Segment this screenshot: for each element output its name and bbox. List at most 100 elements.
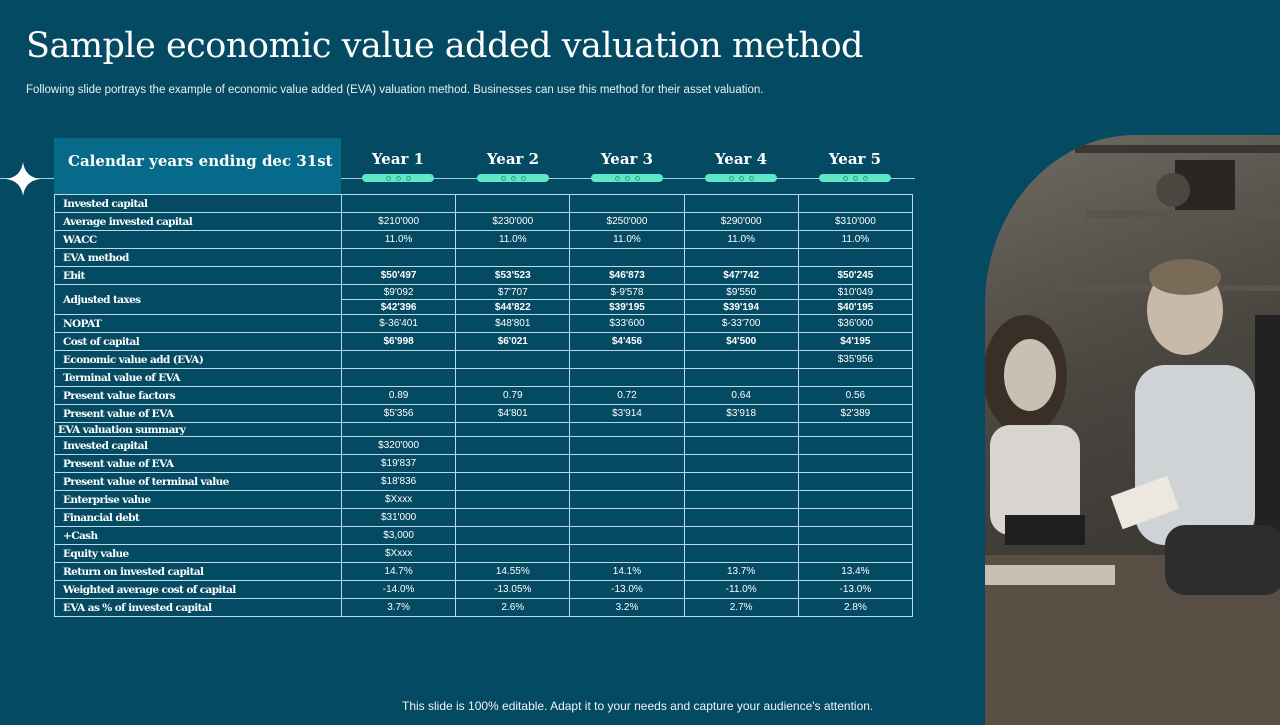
cell-year-1: $18'836 bbox=[340, 472, 457, 491]
cell-year-3 bbox=[569, 194, 685, 213]
cell-year-4: $39'194 bbox=[683, 299, 799, 315]
cell-year-2: $48'801 bbox=[455, 314, 571, 333]
row-label: Equity value bbox=[54, 544, 342, 563]
cell-year-4: $9'550 bbox=[683, 284, 799, 300]
cell-year-3 bbox=[569, 526, 685, 545]
cell-year-2 bbox=[455, 526, 571, 545]
cell-year-1: $-36'401 bbox=[340, 314, 457, 333]
cell-year-1 bbox=[340, 194, 457, 213]
table-row: Average invested capital $210'000 $230'000… bbox=[54, 212, 914, 231]
year-header-2: Year 2 bbox=[486, 150, 540, 168]
cell-year-2: $230'000 bbox=[455, 212, 571, 231]
cell-year-4 bbox=[683, 194, 799, 213]
cell-year-2: $6'021 bbox=[455, 332, 571, 351]
year-pill-3 bbox=[591, 174, 663, 182]
row-label: Present value of terminal value bbox=[54, 472, 342, 491]
cell-year-2 bbox=[455, 436, 571, 455]
cell-year-2 bbox=[455, 248, 571, 267]
table-row: Present value of terminal value $18'836 bbox=[54, 472, 914, 491]
cell-year-3: 3.2% bbox=[569, 598, 685, 617]
row-label: Present value of EVA bbox=[54, 404, 342, 423]
row-label: WACC bbox=[54, 230, 342, 249]
year-pill-1 bbox=[362, 174, 434, 182]
cell-year-2: $4'801 bbox=[455, 404, 571, 423]
row-label: Ebit bbox=[54, 266, 342, 285]
row-label: NOPAT bbox=[54, 314, 342, 333]
cell-year-1: $320'000 bbox=[340, 436, 457, 455]
cell-year-5: 0.56 bbox=[797, 386, 914, 405]
year-header-3: Year 3 bbox=[600, 150, 654, 168]
cell-year-4 bbox=[683, 368, 799, 387]
header-label-box bbox=[54, 138, 341, 194]
header-divider bbox=[0, 178, 915, 179]
cell-year-5: $36'000 bbox=[797, 314, 914, 333]
cell-year-1: $210'000 bbox=[340, 212, 457, 231]
cell-year-4 bbox=[683, 472, 799, 491]
cell-year-5 bbox=[797, 436, 914, 455]
row-label: Return on invested capital bbox=[54, 562, 342, 581]
cell-year-5 bbox=[797, 422, 914, 437]
cell-year-1 bbox=[340, 350, 457, 369]
table-row: Cost of capital $6'998 $6'021 $4'456 $4'500 $… bbox=[54, 332, 914, 351]
cell-year-3: -13.0% bbox=[569, 580, 685, 599]
cell-year-1: $42'396 bbox=[340, 299, 457, 315]
row-label: +Cash bbox=[54, 526, 342, 545]
page-title: Sample economic value added valuation me… bbox=[26, 26, 863, 66]
cell-year-2 bbox=[455, 368, 571, 387]
cell-year-1: -14.0% bbox=[340, 580, 457, 599]
cell-year-3 bbox=[569, 422, 685, 437]
cell-year-4 bbox=[683, 490, 799, 509]
cell-year-4 bbox=[683, 436, 799, 455]
cell-year-3: 11.0% bbox=[569, 230, 685, 249]
row-label: Terminal value of EVA bbox=[54, 368, 342, 387]
year-header-4: Year 4 bbox=[714, 150, 768, 168]
cell-year-3 bbox=[569, 508, 685, 527]
page-subtitle: Following slide portrays the example of … bbox=[26, 84, 764, 96]
cell-year-3 bbox=[569, 490, 685, 509]
cell-year-1: $19'837 bbox=[340, 454, 457, 473]
year-pill-5 bbox=[819, 174, 891, 182]
row-label: Economic value add (EVA) bbox=[54, 350, 342, 369]
cell-year-1: 0.89 bbox=[340, 386, 457, 405]
cell-year-1: 3.7% bbox=[340, 598, 457, 617]
cell-year-3 bbox=[569, 350, 685, 369]
cell-year-4 bbox=[683, 526, 799, 545]
cell-year-3: $46'873 bbox=[569, 266, 685, 285]
cell-year-2: -13.05% bbox=[455, 580, 571, 599]
team-photo bbox=[985, 135, 1280, 725]
cell-year-2: $7'707 bbox=[455, 284, 571, 300]
cell-year-5: $40'195 bbox=[797, 299, 914, 315]
cell-year-1: $9'092 bbox=[340, 284, 457, 300]
cell-year-4 bbox=[683, 350, 799, 369]
cell-year-1: 11.0% bbox=[340, 230, 457, 249]
cell-year-3: $33'600 bbox=[569, 314, 685, 333]
cell-year-4: 0.64 bbox=[683, 386, 799, 405]
table-row: Adjusted taxes $9'092 $7'707 $-9'578 $9'550 $… bbox=[54, 284, 914, 315]
row-label: EVA as % of invested capital bbox=[54, 598, 342, 617]
cell-year-3 bbox=[569, 248, 685, 267]
cell-year-5 bbox=[797, 248, 914, 267]
cell-year-3: $250'000 bbox=[569, 212, 685, 231]
cell-year-5 bbox=[797, 194, 914, 213]
cell-year-5: 13.4% bbox=[797, 562, 914, 581]
cell-year-2: $53'523 bbox=[455, 266, 571, 285]
cell-year-4: -11.0% bbox=[683, 580, 799, 599]
row-label: Present value factors bbox=[54, 386, 342, 405]
cell-year-3: $-9'578 bbox=[569, 284, 685, 300]
cell-year-5: 2.8% bbox=[797, 598, 914, 617]
table-row: NOPAT $-36'401 $48'801 $33'600 $-33'700 $36'0… bbox=[54, 314, 914, 333]
table-row: Enterprise value $Xxxx bbox=[54, 490, 914, 509]
table-row: +Cash $3,000 bbox=[54, 526, 914, 545]
cell-year-1: $Xxxx bbox=[340, 544, 457, 563]
table-row: EVA as % of invested capital 3.7% 2.6% 3.2%… bbox=[54, 598, 914, 617]
cell-year-1: $5'356 bbox=[340, 404, 457, 423]
row-label: Weighted average cost of capital bbox=[54, 580, 342, 599]
table-row: Terminal value of EVA bbox=[54, 368, 914, 387]
cell-year-4: $4'500 bbox=[683, 332, 799, 351]
cell-year-4 bbox=[683, 454, 799, 473]
table-row: Present value factors 0.89 0.79 0.72 0.64 0.5… bbox=[54, 386, 914, 405]
cell-year-2: $44'822 bbox=[455, 299, 571, 315]
cell-year-3 bbox=[569, 472, 685, 491]
cell-year-1 bbox=[340, 248, 457, 267]
table-row: EVA valuation summary bbox=[54, 422, 914, 437]
